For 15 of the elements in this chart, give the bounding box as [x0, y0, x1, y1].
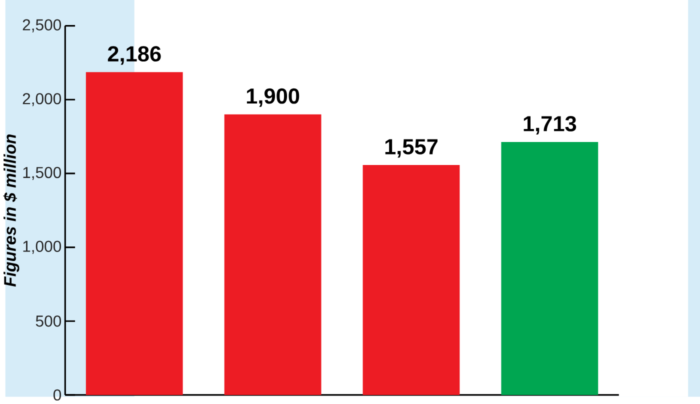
y-axis-title: Figures in $ million — [3, 134, 20, 287]
data-label: 1,713 — [524, 116, 576, 135]
y-tick-label: 2,000 — [22, 93, 62, 106]
bar — [224, 114, 322, 396]
data-label: 1,900 — [246, 88, 300, 108]
bar — [501, 142, 598, 396]
y-tick-label: 500 — [36, 316, 62, 327]
y-tick-label: 1,000 — [23, 240, 62, 254]
data-label: 1,557 — [385, 139, 438, 158]
y-tick-label: 1,500 — [23, 167, 62, 180]
bar — [362, 165, 460, 396]
y-tick-label: 2,500 — [22, 19, 62, 32]
y-tick-label: 0 — [53, 389, 62, 401]
bar — [86, 72, 183, 396]
data-label: 2,186 — [108, 46, 161, 65]
